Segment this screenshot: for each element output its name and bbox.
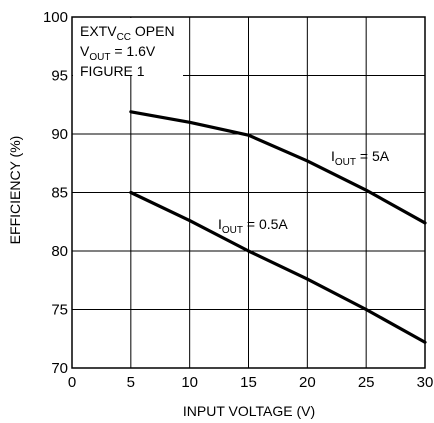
series-label-5a: IOUT = 5A	[331, 148, 390, 168]
x-tick-label-15: 15	[240, 374, 257, 391]
x-tick-label-30: 30	[417, 374, 434, 391]
annotation-figure: FIGURE 1	[80, 63, 145, 79]
annotation-mask	[73, 18, 183, 76]
y-tick-label-80: 80	[51, 243, 68, 260]
condition-annotations: EXTVCC OPEN VOUT = 1.6V FIGURE 1	[80, 23, 175, 79]
y-tick-label-90: 90	[51, 126, 68, 143]
y-tick-label-75: 75	[51, 302, 68, 319]
x-tick-label-20: 20	[299, 374, 316, 391]
y-axis-label: EFFICIENCY (%)	[7, 136, 23, 245]
x-tick-label-25: 25	[358, 374, 375, 391]
series-label-0-5a: IOUT = 0.5A	[218, 216, 288, 236]
x-tick-label-5: 5	[127, 374, 135, 391]
x-tick-label-10: 10	[181, 374, 198, 391]
series-lines	[129, 110, 427, 344]
x-tick-label-0: 0	[68, 374, 76, 391]
annotation-background	[73, 18, 183, 76]
annotation-extvcc: EXTVCC OPEN	[80, 23, 175, 43]
y-tick-label-85: 85	[51, 185, 68, 202]
y-tick-label-100: 100	[43, 9, 68, 26]
plot-frame	[71, 16, 426, 369]
y-tick-label-95: 95	[51, 68, 68, 85]
tick-labels: 0 5 10 15 20 25 30 70 75 80 85 90 95 100	[43, 9, 433, 391]
x-axis-label: INPUT VOLTAGE (V)	[183, 403, 315, 419]
y-tick-label-70: 70	[51, 360, 68, 377]
series-line-1	[129, 190, 427, 344]
annotation-vout: VOUT = 1.6V	[80, 43, 156, 63]
series-line-0	[129, 110, 427, 225]
